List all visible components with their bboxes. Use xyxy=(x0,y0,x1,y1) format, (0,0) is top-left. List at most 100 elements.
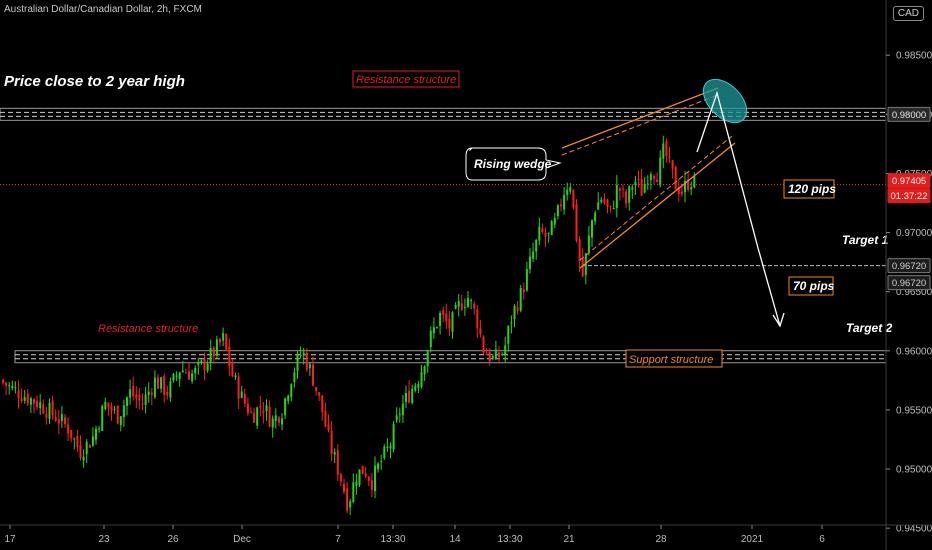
candle-body xyxy=(228,346,231,367)
candle-body xyxy=(268,406,271,427)
candle-body xyxy=(299,354,302,356)
candle-body xyxy=(175,375,178,377)
last-price-tag-bg xyxy=(887,173,931,189)
candle-body xyxy=(389,445,392,449)
candle-body xyxy=(88,444,91,448)
candle-body xyxy=(132,385,135,397)
resistance-left-label: Resistance structure xyxy=(98,323,198,335)
candle-body xyxy=(95,428,97,440)
candle-body xyxy=(85,441,88,455)
candle-body xyxy=(575,203,578,241)
candle-body xyxy=(439,312,442,327)
candle-body xyxy=(160,377,163,389)
candle-body xyxy=(417,383,420,388)
candle-body xyxy=(20,398,23,402)
wedge-lower-dash xyxy=(579,135,733,261)
candle-body xyxy=(361,465,364,474)
target1-label: Target 1 xyxy=(842,233,889,247)
candle-body xyxy=(392,424,395,450)
candle-body xyxy=(445,313,448,322)
candle-body xyxy=(358,469,361,486)
candle-body xyxy=(57,419,60,424)
candle-body xyxy=(110,405,113,411)
candle-body xyxy=(594,212,597,222)
candle-body xyxy=(5,382,8,386)
candle-body xyxy=(209,347,212,363)
candle-body xyxy=(600,199,603,203)
candle-body xyxy=(262,410,265,413)
currency-badge[interactable]: CAD xyxy=(892,6,924,21)
candle-body xyxy=(383,446,386,459)
candle-body xyxy=(98,428,101,430)
candle-body xyxy=(457,301,460,307)
candle-body xyxy=(321,395,324,413)
candle-body xyxy=(420,372,423,387)
candle-body xyxy=(479,328,482,334)
candle-body xyxy=(237,376,240,399)
candle-body xyxy=(45,414,48,418)
candle-body xyxy=(401,403,404,416)
candle-body xyxy=(346,488,349,511)
target1-price-tag: 0.96720 xyxy=(892,261,926,272)
candle-body xyxy=(637,179,640,181)
projection-path xyxy=(696,90,781,327)
x-tick-label: 14 xyxy=(449,534,461,545)
x-tick-label: 2021 xyxy=(741,534,764,545)
candle-body xyxy=(470,300,473,302)
target2-label: Target 2 xyxy=(846,321,893,335)
candle-body xyxy=(591,220,593,238)
candle-body xyxy=(191,373,194,382)
y-tick-label: 0.96000 xyxy=(896,346,932,357)
candle-body xyxy=(687,179,690,190)
candle-body xyxy=(665,141,668,157)
candle-body xyxy=(138,394,141,401)
candle-body xyxy=(79,444,82,458)
rising-wedge-callout xyxy=(465,147,562,181)
candle-body xyxy=(656,179,659,183)
candle-body xyxy=(36,400,39,408)
candle-body xyxy=(662,143,665,159)
pips-70-label: 70 pips xyxy=(793,279,835,293)
pips-120-box xyxy=(783,179,835,199)
candle-body xyxy=(684,180,686,193)
candle-body xyxy=(215,339,218,356)
candle-body xyxy=(612,208,615,210)
candle-body xyxy=(504,345,507,355)
candle-body xyxy=(522,289,525,293)
candle-body xyxy=(618,188,621,191)
y-tick-label: 0.95500 xyxy=(896,405,932,416)
candle-body xyxy=(693,176,696,188)
candle-body xyxy=(253,412,256,423)
candle-body xyxy=(73,438,76,440)
candle-body xyxy=(370,480,373,490)
candle-body xyxy=(172,373,175,381)
candle-body xyxy=(51,400,54,416)
candle-body xyxy=(305,352,308,370)
candle-body xyxy=(197,361,200,365)
support-label: Support structure xyxy=(629,354,713,366)
candle-body xyxy=(42,404,45,414)
resistance-price-tag: 0.98000 xyxy=(892,110,926,121)
candle-body xyxy=(460,303,463,310)
candle-body xyxy=(367,476,370,481)
candle-body xyxy=(560,204,562,207)
breakout-ellipse xyxy=(702,78,748,124)
x-tick-label: 13:30 xyxy=(380,534,405,545)
pips-70-box xyxy=(788,276,834,296)
y-tick-label: 0.98500 xyxy=(896,51,932,62)
candle-body xyxy=(243,393,246,404)
candle-body xyxy=(451,312,454,332)
rising-wedge-label: Rising wedge xyxy=(474,157,552,171)
candle-body xyxy=(395,415,398,421)
candle-body xyxy=(454,304,457,309)
price-axis: 0.985000.980000.975000.970000.965000.960… xyxy=(885,0,932,550)
candle-body xyxy=(17,390,20,399)
candle-body xyxy=(584,253,587,275)
candle-body xyxy=(516,307,519,312)
candle-body xyxy=(141,403,144,405)
candle-body xyxy=(442,310,445,316)
candle-body xyxy=(532,251,535,259)
candle-body xyxy=(494,349,497,360)
candle-body xyxy=(126,397,128,406)
